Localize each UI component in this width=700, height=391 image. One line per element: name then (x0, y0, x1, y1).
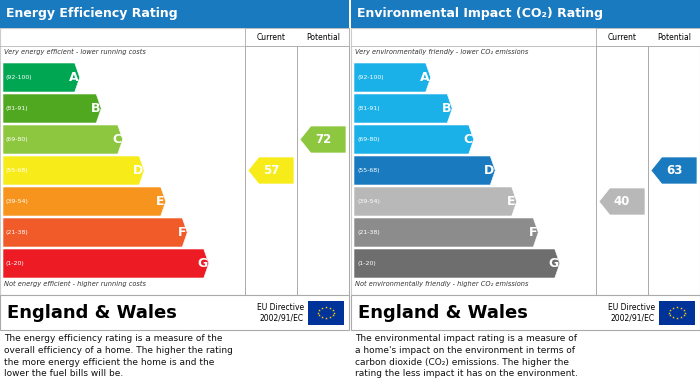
Text: F: F (178, 226, 186, 239)
Bar (0, 0, 349, 28)
Text: The environmental impact rating is a measure of
a home's impact on the environme: The environmental impact rating is a mea… (355, 334, 578, 378)
Polygon shape (354, 94, 452, 123)
Polygon shape (354, 218, 538, 247)
Text: Energy Efficiency Rating: Energy Efficiency Rating (6, 7, 178, 20)
Polygon shape (3, 249, 209, 278)
Bar (245, 28, 349, 46)
Text: 63: 63 (666, 164, 682, 177)
Bar (659, 301, 695, 325)
Text: A: A (69, 71, 78, 84)
Text: (21-38): (21-38) (6, 230, 29, 235)
Text: G: G (197, 257, 208, 270)
Text: D: D (133, 164, 144, 177)
Bar (351, 295, 700, 330)
Polygon shape (354, 249, 560, 278)
Text: E: E (508, 195, 516, 208)
Bar (308, 301, 344, 325)
Text: (92-100): (92-100) (357, 75, 384, 80)
Text: England & Wales: England & Wales (7, 303, 177, 321)
Text: (69-80): (69-80) (357, 137, 379, 142)
Text: (39-54): (39-54) (357, 199, 380, 204)
Text: Not energy efficient - higher running costs: Not energy efficient - higher running co… (4, 281, 146, 287)
Text: (21-38): (21-38) (357, 230, 379, 235)
Polygon shape (3, 94, 101, 123)
Bar (0, 28, 349, 295)
Text: B: B (91, 102, 100, 115)
Bar (351, 28, 700, 295)
Polygon shape (599, 188, 645, 215)
Text: England & Wales: England & Wales (358, 303, 528, 321)
Polygon shape (354, 187, 517, 216)
Polygon shape (354, 125, 474, 154)
Polygon shape (354, 156, 495, 185)
Text: (69-80): (69-80) (6, 137, 29, 142)
Text: (39-54): (39-54) (6, 199, 29, 204)
Text: (1-20): (1-20) (6, 261, 25, 266)
Text: (81-91): (81-91) (357, 106, 379, 111)
Text: Current: Current (256, 32, 286, 41)
Text: (55-68): (55-68) (357, 168, 379, 173)
Text: EU Directive
2002/91/EC: EU Directive 2002/91/EC (608, 303, 655, 322)
Text: (55-68): (55-68) (6, 168, 29, 173)
Text: Not environmentally friendly - higher CO₂ emissions: Not environmentally friendly - higher CO… (355, 281, 528, 287)
Text: The energy efficiency rating is a measure of the
overall efficiency of a home. T: The energy efficiency rating is a measur… (4, 334, 233, 378)
Text: Environmental Impact (CO₂) Rating: Environmental Impact (CO₂) Rating (357, 7, 603, 20)
Text: 57: 57 (262, 164, 279, 177)
Text: (1-20): (1-20) (357, 261, 376, 266)
Polygon shape (3, 187, 166, 216)
Text: Current: Current (608, 32, 636, 41)
Text: G: G (549, 257, 559, 270)
Text: E: E (156, 195, 164, 208)
Text: A: A (420, 71, 430, 84)
Text: Potential: Potential (306, 32, 340, 41)
Text: EU Directive
2002/91/EC: EU Directive 2002/91/EC (257, 303, 304, 322)
Text: (92-100): (92-100) (6, 75, 33, 80)
Polygon shape (3, 63, 80, 92)
Polygon shape (3, 218, 188, 247)
Text: C: C (113, 133, 122, 146)
Text: D: D (484, 164, 494, 177)
Text: (81-91): (81-91) (6, 106, 29, 111)
Text: Very environmentally friendly - lower CO₂ emissions: Very environmentally friendly - lower CO… (355, 49, 528, 55)
Polygon shape (248, 157, 294, 184)
Text: B: B (442, 102, 452, 115)
Bar (351, 0, 700, 28)
Polygon shape (3, 156, 144, 185)
Text: Potential: Potential (657, 32, 691, 41)
Polygon shape (300, 126, 346, 153)
Polygon shape (3, 125, 122, 154)
Text: C: C (463, 133, 473, 146)
Polygon shape (651, 157, 697, 184)
Polygon shape (354, 63, 430, 92)
Text: Very energy efficient - lower running costs: Very energy efficient - lower running co… (4, 49, 146, 55)
Bar (0, 295, 349, 330)
Text: 40: 40 (614, 195, 630, 208)
Text: 72: 72 (315, 133, 331, 146)
Text: F: F (528, 226, 538, 239)
Bar (596, 28, 700, 46)
